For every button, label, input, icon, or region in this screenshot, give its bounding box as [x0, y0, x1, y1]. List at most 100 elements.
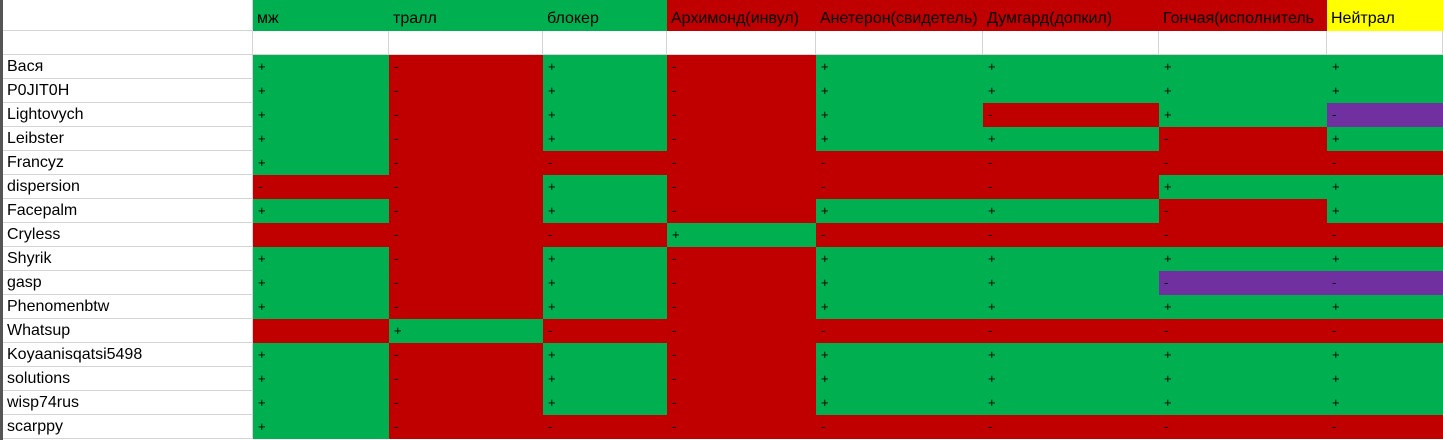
value-cell: - — [983, 223, 1159, 247]
value-cell: - — [667, 271, 816, 295]
value-cell: + — [1327, 367, 1443, 391]
gutter — [0, 0, 3, 440]
value-cell: + — [983, 55, 1159, 79]
row-name: Leibster — [3, 127, 253, 151]
value-cell — [253, 223, 389, 247]
value-cell: + — [983, 391, 1159, 415]
blank-cell — [816, 31, 983, 55]
value-cell: - — [1159, 223, 1327, 247]
value-cell: - — [667, 103, 816, 127]
value-cell: + — [1159, 103, 1327, 127]
value-cell: - — [667, 367, 816, 391]
value-cell: - — [253, 175, 389, 199]
value-cell: - — [1159, 199, 1327, 223]
value-cell: - — [389, 199, 543, 223]
value-cell: + — [816, 127, 983, 151]
row-name: Вася — [3, 55, 253, 79]
value-cell: - — [1327, 271, 1443, 295]
value-cell: - — [389, 127, 543, 151]
value-cell: + — [543, 55, 667, 79]
value-cell: - — [1159, 415, 1327, 439]
value-cell: - — [816, 175, 983, 199]
value-cell: + — [253, 103, 389, 127]
value-cell: + — [543, 175, 667, 199]
header-cell: Архимонд(инвул) — [667, 0, 816, 31]
value-cell: - — [543, 151, 667, 175]
value-cell: - — [667, 391, 816, 415]
value-cell: - — [983, 415, 1159, 439]
value-cell: + — [253, 79, 389, 103]
header-cell: блокер — [543, 0, 667, 31]
value-cell: - — [389, 103, 543, 127]
row-name: Facepalm — [3, 199, 253, 223]
value-cell: - — [816, 151, 983, 175]
value-cell: - — [667, 247, 816, 271]
value-cell: - — [667, 319, 816, 343]
value-cell: - — [816, 223, 983, 247]
value-cell: + — [253, 247, 389, 271]
header-cell: мж — [253, 0, 389, 31]
header-cell: Анетерон(свидетель) — [816, 0, 983, 31]
value-cell: - — [1327, 319, 1443, 343]
blank-cell — [1327, 31, 1443, 55]
value-cell: - — [543, 319, 667, 343]
blank-cell — [3, 31, 253, 55]
value-cell: - — [1159, 127, 1327, 151]
value-cell: + — [816, 199, 983, 223]
value-cell: + — [983, 367, 1159, 391]
value-cell: - — [983, 175, 1159, 199]
value-cell: + — [1159, 391, 1327, 415]
value-cell: - — [389, 223, 543, 247]
row-name: P0JIT0H — [3, 79, 253, 103]
value-cell: - — [543, 415, 667, 439]
value-cell: + — [543, 367, 667, 391]
value-cell: + — [1159, 343, 1327, 367]
value-cell: + — [816, 247, 983, 271]
value-cell: + — [253, 391, 389, 415]
value-cell: + — [253, 343, 389, 367]
value-cell: + — [1327, 247, 1443, 271]
blank-cell — [389, 31, 543, 55]
row-name: Phenomenbtw — [3, 295, 253, 319]
value-cell: + — [543, 295, 667, 319]
value-cell: - — [1327, 151, 1443, 175]
value-cell: + — [1327, 343, 1443, 367]
value-cell: + — [1159, 79, 1327, 103]
header-cell: тралл — [389, 0, 543, 31]
value-cell: + — [816, 271, 983, 295]
row-name: scarppy — [3, 415, 253, 439]
header-cell: Нейтрал — [1327, 0, 1443, 31]
row-name: Cryless — [3, 223, 253, 247]
value-cell: + — [983, 199, 1159, 223]
value-cell: + — [543, 127, 667, 151]
value-cell: - — [816, 415, 983, 439]
value-cell: - — [1327, 103, 1443, 127]
header-cell: Гончая(исполнитель — [1159, 0, 1327, 31]
value-cell: + — [816, 391, 983, 415]
value-cell: - — [1327, 223, 1443, 247]
value-cell: - — [667, 295, 816, 319]
value-cell: - — [389, 151, 543, 175]
value-cell: + — [1159, 247, 1327, 271]
value-cell: + — [667, 223, 816, 247]
value-cell: - — [1159, 271, 1327, 295]
value-cell: + — [1327, 295, 1443, 319]
value-cell: + — [543, 103, 667, 127]
row-name: Lightovych — [3, 103, 253, 127]
value-cell: - — [389, 271, 543, 295]
value-cell: - — [667, 55, 816, 79]
value-cell: + — [253, 127, 389, 151]
row-name: gasp — [3, 271, 253, 295]
value-cell: + — [543, 79, 667, 103]
value-cell: - — [667, 127, 816, 151]
blank-cell — [667, 31, 816, 55]
value-cell: + — [816, 343, 983, 367]
value-cell: - — [1159, 151, 1327, 175]
blank-cell — [1159, 31, 1327, 55]
row-name: solutions — [3, 367, 253, 391]
value-cell: + — [983, 343, 1159, 367]
value-cell: - — [667, 151, 816, 175]
value-cell: - — [389, 343, 543, 367]
blank-cell — [983, 31, 1159, 55]
value-cell: - — [1327, 415, 1443, 439]
